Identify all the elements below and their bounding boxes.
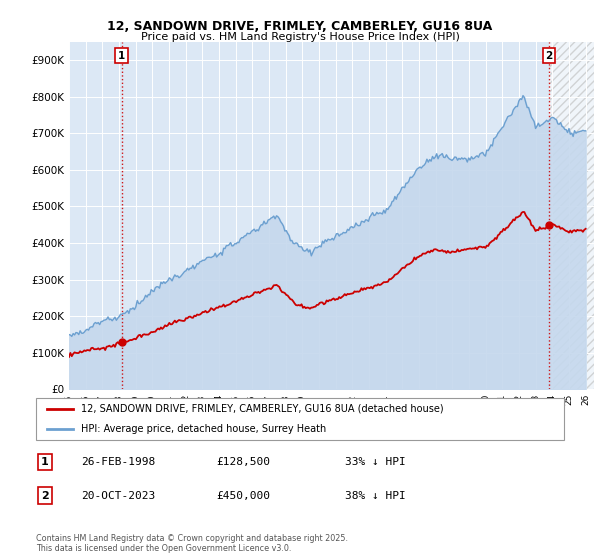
Text: 26-FEB-1998: 26-FEB-1998 bbox=[81, 457, 155, 467]
Bar bbox=[549, 42, 594, 389]
Text: 12, SANDOWN DRIVE, FRIMLEY, CAMBERLEY, GU16 8UA (detached house): 12, SANDOWN DRIVE, FRIMLEY, CAMBERLEY, G… bbox=[81, 404, 443, 414]
Text: 1: 1 bbox=[41, 457, 49, 467]
Bar bbox=[549, 42, 594, 389]
Text: 20-OCT-2023: 20-OCT-2023 bbox=[81, 491, 155, 501]
Text: 12, SANDOWN DRIVE, FRIMLEY, CAMBERLEY, GU16 8UA: 12, SANDOWN DRIVE, FRIMLEY, CAMBERLEY, G… bbox=[107, 20, 493, 32]
Text: Contains HM Land Registry data © Crown copyright and database right 2025.
This d: Contains HM Land Registry data © Crown c… bbox=[36, 534, 348, 553]
Text: 33% ↓ HPI: 33% ↓ HPI bbox=[345, 457, 406, 467]
FancyBboxPatch shape bbox=[36, 398, 564, 440]
Text: 2: 2 bbox=[41, 491, 49, 501]
Text: £450,000: £450,000 bbox=[216, 491, 270, 501]
Text: 1: 1 bbox=[118, 50, 125, 60]
Text: 2: 2 bbox=[545, 50, 553, 60]
Text: 38% ↓ HPI: 38% ↓ HPI bbox=[345, 491, 406, 501]
Text: HPI: Average price, detached house, Surrey Heath: HPI: Average price, detached house, Surr… bbox=[81, 424, 326, 434]
Text: £128,500: £128,500 bbox=[216, 457, 270, 467]
Text: Price paid vs. HM Land Registry's House Price Index (HPI): Price paid vs. HM Land Registry's House … bbox=[140, 32, 460, 42]
